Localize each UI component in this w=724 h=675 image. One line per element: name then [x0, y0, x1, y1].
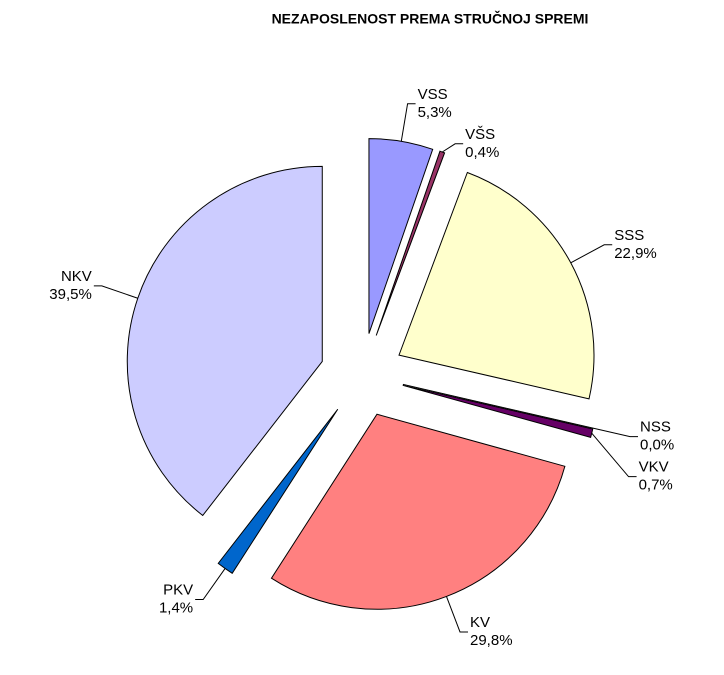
leader-line [591, 432, 637, 478]
leader-line [195, 568, 226, 600]
pie-slice [375, 150, 446, 336]
slice-label: NKV [61, 268, 92, 285]
pie-slice [217, 408, 339, 574]
pie-slice [398, 171, 595, 400]
slice-label: VSS [418, 86, 448, 103]
slice-value-label: 29,8% [470, 632, 513, 649]
leader-line [446, 596, 469, 633]
slice-value-label: 0,0% [640, 437, 674, 454]
slice-label: SSS [614, 227, 644, 244]
slice-value-label: 22,9% [614, 245, 657, 262]
leader-line [442, 143, 464, 153]
pie-slice [270, 413, 566, 610]
slice-label: KV [470, 614, 490, 631]
chart-title: NEZAPOSLENOST PREMA STRUČNOJ SPREMI [272, 10, 589, 27]
pie-slice [126, 165, 323, 517]
leader-line [93, 285, 138, 299]
leader-line [570, 244, 613, 264]
leader-line [400, 103, 416, 142]
slice-value-label: 5,3% [418, 104, 452, 121]
slice-value-label: 39,5% [49, 286, 92, 303]
slice-label: NSS [640, 419, 671, 436]
slice-label: PKV [163, 581, 193, 598]
slice-value-label: 0,7% [639, 477, 673, 494]
slice-label: VŠS [465, 126, 495, 143]
pie-slice [368, 138, 434, 334]
slice-value-label: 0,4% [465, 144, 499, 161]
slice-value-label: 1,4% [159, 599, 193, 616]
leader-line [592, 427, 638, 438]
slice-label: VKV [639, 459, 669, 476]
